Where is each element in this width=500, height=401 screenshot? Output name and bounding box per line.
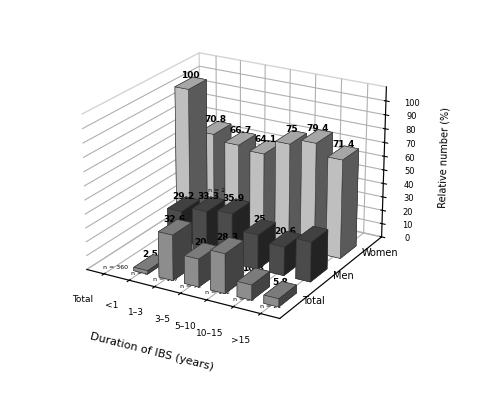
X-axis label: Duration of IBS (years): Duration of IBS (years) [89,332,214,373]
